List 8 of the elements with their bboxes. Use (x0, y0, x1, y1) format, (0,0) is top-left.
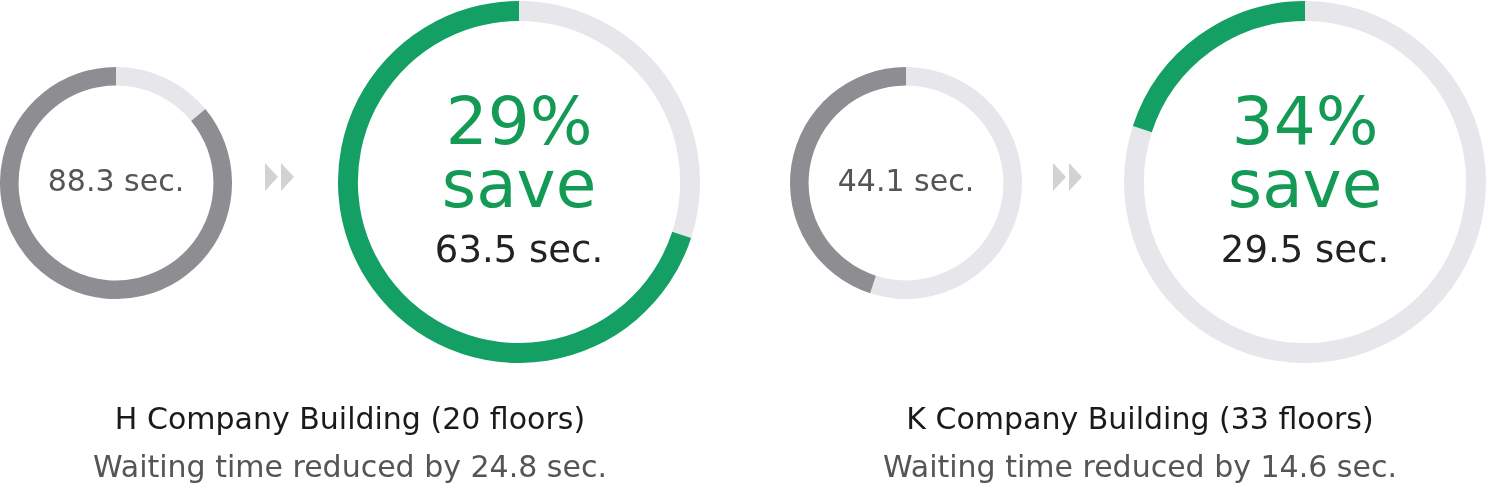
text: 63.5 sec. (434, 227, 604, 271)
text: Waiting time reduced by 24.8 sec. (93, 449, 607, 485)
text: 88.3 sec. (47, 162, 185, 198)
text: 44.1 sec. (837, 162, 975, 198)
text: 29.5 sec. (1220, 227, 1390, 271)
text: H Company Building (20 floors) (114, 401, 586, 437)
text: Waiting time reduced by 14.6 sec. (883, 449, 1397, 485)
text: K Company Building (33 floors) (906, 401, 1374, 437)
